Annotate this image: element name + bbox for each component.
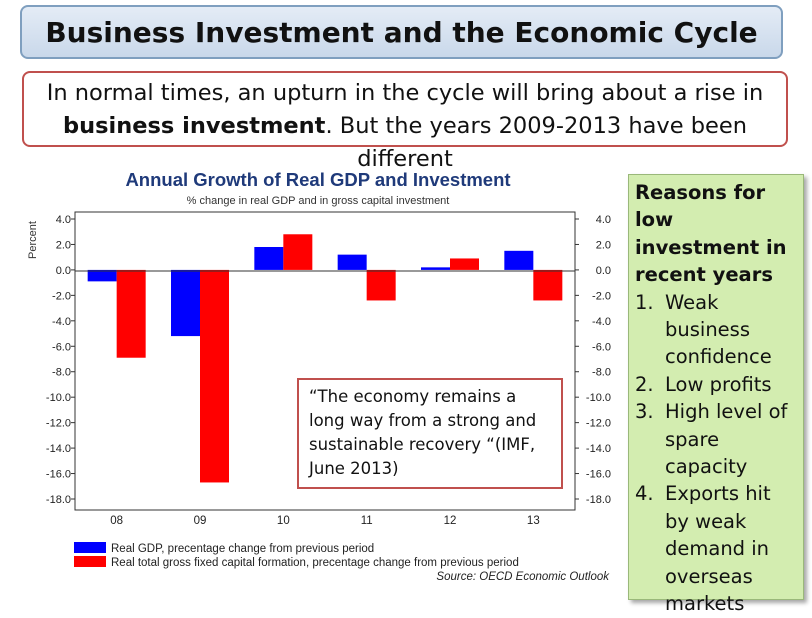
bar-real-gdp xyxy=(171,269,200,337)
y-tick-label-right: -6.0 xyxy=(592,341,611,353)
x-tick-label: 10 xyxy=(277,515,290,527)
bar-investment xyxy=(366,269,396,301)
y-tick-label-right: -16.0 xyxy=(586,469,611,481)
intro-text-part1: In normal times, an upturn in the cycle … xyxy=(46,80,764,106)
reason-number: 4. xyxy=(635,482,654,506)
y-tick-label-right: -2.0 xyxy=(592,290,611,302)
reason-text: Exports hit by weak demand in overseas m… xyxy=(665,482,771,616)
intro-text-part2: . But the years 2009-2013 have been diff… xyxy=(325,113,747,172)
bar-real-gdp xyxy=(87,269,117,282)
y-tick-label-left: -12.0 xyxy=(46,418,71,430)
y-tick-label-left: -2.0 xyxy=(52,290,71,302)
reason-number: 1. xyxy=(635,290,654,314)
bar-investment xyxy=(283,234,313,270)
reason-item: 4. Exports hit by weak demand in overseas… xyxy=(635,480,797,617)
y-tick-label-left: -18.0 xyxy=(46,494,71,506)
reason-item: 2. Low profits xyxy=(635,371,797,398)
chart-source: Source: OECD Economic Outlook xyxy=(436,571,610,583)
reasons-list: 1. Weak business confidence 2. Low profits… xyxy=(635,289,797,618)
x-tick-label: 13 xyxy=(527,515,540,527)
y-tick-label-right: -8.0 xyxy=(592,367,611,379)
slide-title: Business Investment and the Economic Cyc… xyxy=(20,5,783,59)
y-tick-label-right: -10.0 xyxy=(586,392,611,404)
chart-subtitle: % change in real GDP and in gross capita… xyxy=(187,195,450,207)
reasons-panel: Reasons for low investment in recent yea… xyxy=(628,174,804,615)
y-tick-label-right: -18.0 xyxy=(586,494,611,506)
y-axis-label: Percent xyxy=(27,221,39,259)
y-tick-label-left: -16.0 xyxy=(46,469,71,481)
x-tick-label: 11 xyxy=(361,515,373,527)
legend-swatch xyxy=(74,542,106,553)
y-tick-label-left: 0.0 xyxy=(56,265,71,277)
y-tick-label-right: -12.0 xyxy=(586,418,611,430)
reason-item: 3. High level of spare capacity xyxy=(635,398,797,480)
y-tick-label-right: 0.0 xyxy=(596,265,611,277)
reason-number: 2. xyxy=(635,372,654,396)
y-tick-label-left: 4.0 xyxy=(56,214,71,226)
x-tick-label: 08 xyxy=(110,515,123,527)
bar-investment xyxy=(450,258,479,270)
bar-investment xyxy=(200,269,229,483)
legend-label: Real total gross fixed capital formation… xyxy=(111,557,519,569)
x-tick-label: 12 xyxy=(444,515,457,527)
y-tick-label-left: -14.0 xyxy=(46,443,71,455)
imf-quote-box: “The economy remains a long way from a s… xyxy=(297,378,563,489)
y-tick-label-left: 2.0 xyxy=(56,239,71,251)
y-tick-label-right: 2.0 xyxy=(596,239,611,251)
reason-item: 1. Weak business confidence xyxy=(635,289,797,371)
chart-title: Annual Growth of Real GDP and Investment xyxy=(125,169,510,190)
y-tick-label-left: -6.0 xyxy=(52,341,71,353)
reason-text: Weak business confidence xyxy=(665,290,772,369)
axis-ticks-group: 08 09 10 11 12 13 4.0 4.0 2.0 2.0 0.0 0.0 -2.0 -2.0 -4… xyxy=(46,214,611,527)
y-tick-label-right: -4.0 xyxy=(592,316,611,328)
y-tick-label-left: -8.0 xyxy=(52,367,71,379)
y-tick-label-left: -10.0 xyxy=(46,392,71,404)
bar-investment xyxy=(116,269,146,358)
bar-investment xyxy=(533,269,563,301)
reasons-heading: Reasons for low investment in recent yea… xyxy=(635,181,787,287)
bar-real-gdp xyxy=(421,267,450,270)
bar-real-gdp xyxy=(337,254,367,270)
y-tick-label-right: 4.0 xyxy=(596,214,611,226)
y-tick-label-left: -4.0 xyxy=(52,316,71,328)
intro-text-bold: business investment xyxy=(63,113,326,139)
reason-text: Low profits xyxy=(665,372,772,396)
bars-group xyxy=(87,234,563,483)
legend-swatch xyxy=(74,556,106,567)
intro-text-box: In normal times, an upturn in the cycle … xyxy=(22,71,788,172)
reason-number: 3. xyxy=(635,400,654,424)
bar-real-gdp xyxy=(254,247,284,270)
bar-real-gdp xyxy=(504,250,534,270)
legend: Real GDP, precentage change from previou… xyxy=(74,542,519,569)
y-tick-label-right: -14.0 xyxy=(586,443,611,455)
reason-text: High level of spare capacity xyxy=(665,400,788,479)
x-tick-label: 09 xyxy=(194,515,207,527)
legend-label: Real GDP, precentage change from previou… xyxy=(111,543,374,555)
